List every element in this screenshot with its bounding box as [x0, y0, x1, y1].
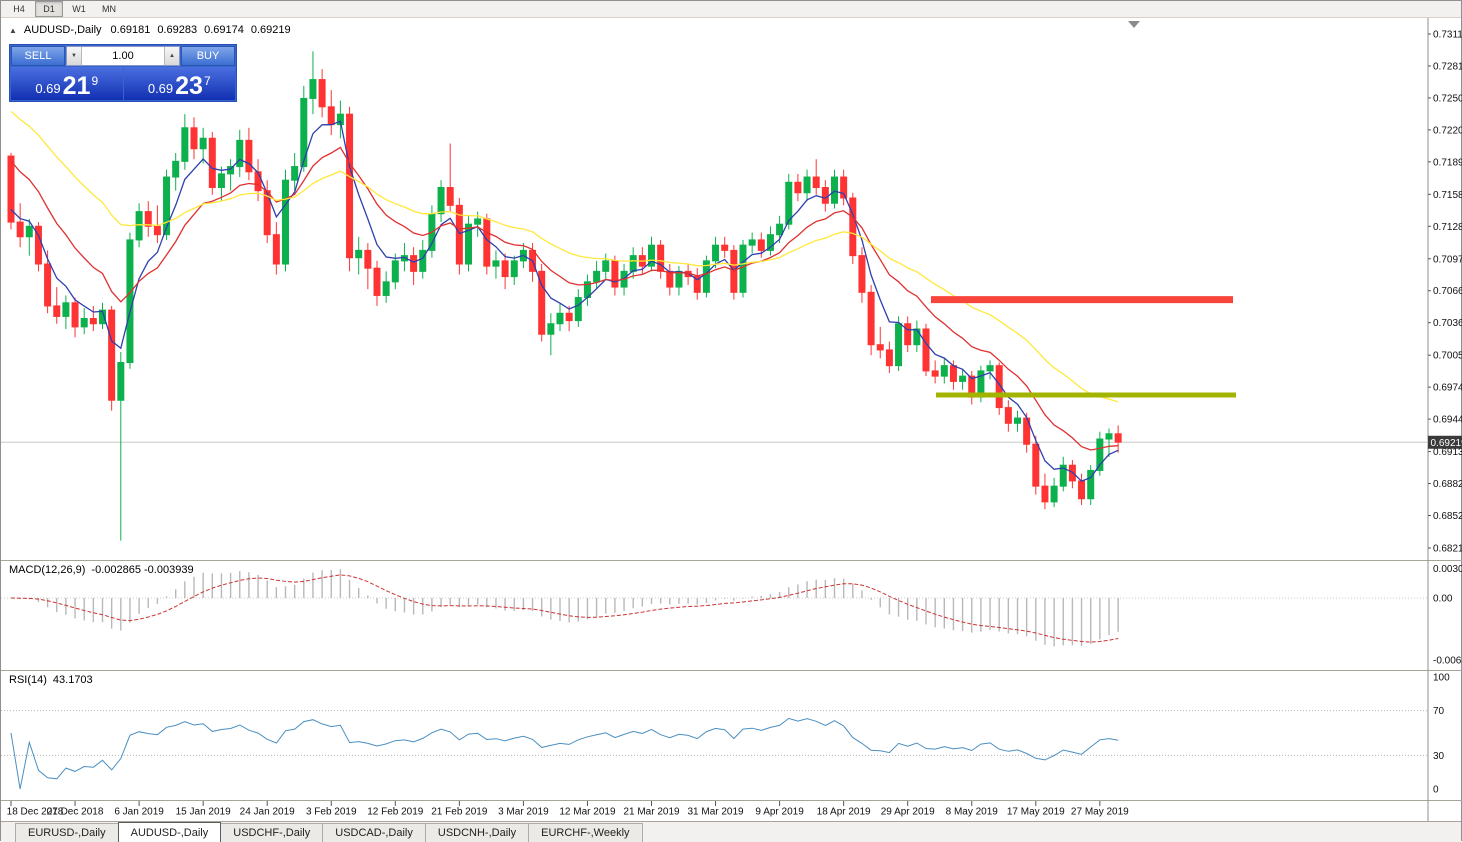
- svg-text:12 Mar 2019: 12 Mar 2019: [559, 807, 616, 818]
- rsi-name: RSI(14): [9, 674, 47, 686]
- svg-text:0.69745: 0.69745: [1433, 383, 1462, 394]
- svg-text:8 May 2019: 8 May 2019: [946, 807, 999, 818]
- svg-text:24 Jan 2019: 24 Jan 2019: [240, 807, 295, 818]
- chart-window-icon: ▲: [9, 26, 17, 35]
- slow-ma: [11, 111, 1118, 402]
- chart-ohlc-header: ▲ AUDUSD-,Daily 0.69181 0.69283 0.69174 …: [9, 24, 291, 36]
- svg-text:31 Mar 2019: 31 Mar 2019: [687, 807, 744, 818]
- volume-stepper: ▼ 1.00 ▲: [66, 46, 180, 66]
- svg-text:0: 0: [1433, 785, 1439, 796]
- macd-name: MACD(12,26,9): [9, 564, 85, 576]
- ohlc-open: 0.69181: [111, 24, 151, 36]
- svg-text:0.73115: 0.73115: [1433, 30, 1462, 41]
- timeframe-button-mn[interactable]: MN: [95, 1, 123, 17]
- buy-button[interactable]: BUY: [181, 46, 235, 66]
- buy-price-base: 0.69: [148, 81, 173, 96]
- tab-usdcnh-daily[interactable]: USDCNH-,Daily: [425, 823, 529, 842]
- one-click-trading-panel: SELL ▼ 1.00 ▲ BUY 0.69 21 9 0.69 23 7: [9, 44, 237, 102]
- macd-indicator-label: MACD(12,26,9) -0.002865 -0.003939: [9, 564, 194, 576]
- svg-text:0.68825: 0.68825: [1433, 479, 1462, 490]
- svg-text:0.72505: 0.72505: [1433, 93, 1462, 104]
- svg-text:9 Apr 2019: 9 Apr 2019: [755, 807, 804, 818]
- svg-text:0.69219: 0.69219: [1431, 438, 1462, 449]
- buy-price-display[interactable]: 0.69 23 7: [124, 67, 236, 100]
- svg-text:70: 70: [1433, 706, 1445, 717]
- chevron-up-icon: ▲: [169, 53, 175, 59]
- tab-usdcad-daily[interactable]: USDCAD-,Daily: [322, 823, 426, 842]
- panel-separators: [1, 18, 1462, 821]
- tab-eurusd-daily[interactable]: EURUSD-,Daily: [15, 823, 119, 842]
- ohlc-close: 0.69219: [251, 24, 291, 36]
- ohlc-high: 0.69283: [157, 24, 197, 36]
- sell-price-base: 0.69: [35, 81, 60, 96]
- svg-text:15 Jan 2019: 15 Jan 2019: [176, 807, 231, 818]
- svg-text:0.70665: 0.70665: [1433, 286, 1462, 297]
- sell-price-pip: 9: [91, 74, 98, 88]
- svg-text:17 May 2019: 17 May 2019: [1007, 807, 1065, 818]
- macd-values: -0.002865 -0.003939: [91, 564, 193, 576]
- volume-increase-button[interactable]: ▲: [164, 47, 179, 65]
- svg-text:21 Mar 2019: 21 Mar 2019: [623, 807, 680, 818]
- svg-text:29 Apr 2019: 29 Apr 2019: [881, 807, 935, 818]
- sell-price-display[interactable]: 0.69 21 9: [11, 67, 123, 100]
- svg-text:27 May 2019: 27 May 2019: [1071, 807, 1129, 818]
- tab-audusd-daily[interactable]: AUDUSD-,Daily: [118, 822, 222, 842]
- svg-text:0.71585: 0.71585: [1433, 190, 1462, 201]
- tab-eurchf-weekly[interactable]: EURCHF-,Weekly: [528, 823, 642, 842]
- timeframe-button-w1[interactable]: W1: [65, 1, 93, 17]
- tab-usdchf-daily[interactable]: USDCHF-,Daily: [220, 823, 323, 842]
- timeframe-button-d1[interactable]: D1: [35, 1, 63, 17]
- volume-decrease-button[interactable]: ▼: [67, 47, 82, 65]
- current-price-badge: 0.69219: [1428, 436, 1462, 449]
- svg-text:21 Feb 2019: 21 Feb 2019: [431, 807, 488, 818]
- sell-button[interactable]: SELL: [11, 46, 65, 66]
- svg-text:6 Jan 2019: 6 Jan 2019: [114, 807, 164, 818]
- svg-text:0.003035: 0.003035: [1433, 564, 1462, 575]
- svg-text:0.00: 0.00: [1433, 594, 1453, 605]
- svg-text:0.71895: 0.71895: [1433, 157, 1462, 168]
- buy-price-pip: 7: [204, 74, 211, 88]
- timeframe-button-h4[interactable]: H4: [5, 1, 33, 17]
- buy-price-big: 23: [175, 76, 203, 97]
- svg-text:30: 30: [1433, 751, 1445, 762]
- chevron-down-icon: ▼: [71, 53, 77, 59]
- chart-shift-marker[interactable]: [1128, 21, 1140, 28]
- svg-text:27 Dec 2018: 27 Dec 2018: [47, 807, 104, 818]
- svg-text:3 Mar 2019: 3 Mar 2019: [498, 807, 549, 818]
- sell-price-big: 21: [63, 76, 91, 97]
- ohlc-low: 0.69174: [204, 24, 244, 36]
- svg-text:-0.006310: -0.006310: [1433, 655, 1462, 666]
- chart-symbol-title: AUDUSD-,Daily: [24, 24, 102, 36]
- rsi-indicator-label: RSI(14) 43.1703: [9, 674, 93, 686]
- rsi-value: 43.1703: [53, 674, 93, 686]
- macd-panel: 0.003035 0.00 -0.006310: [1, 564, 1462, 667]
- svg-text:100: 100: [1433, 673, 1450, 684]
- svg-text:3 Feb 2019: 3 Feb 2019: [306, 807, 357, 818]
- volume-input[interactable]: 1.00: [82, 47, 164, 65]
- svg-text:18 Apr 2019: 18 Apr 2019: [817, 807, 871, 818]
- svg-text:12 Feb 2019: 12 Feb 2019: [367, 807, 424, 818]
- rsi-panel: 100 70 30 0: [1, 673, 1450, 796]
